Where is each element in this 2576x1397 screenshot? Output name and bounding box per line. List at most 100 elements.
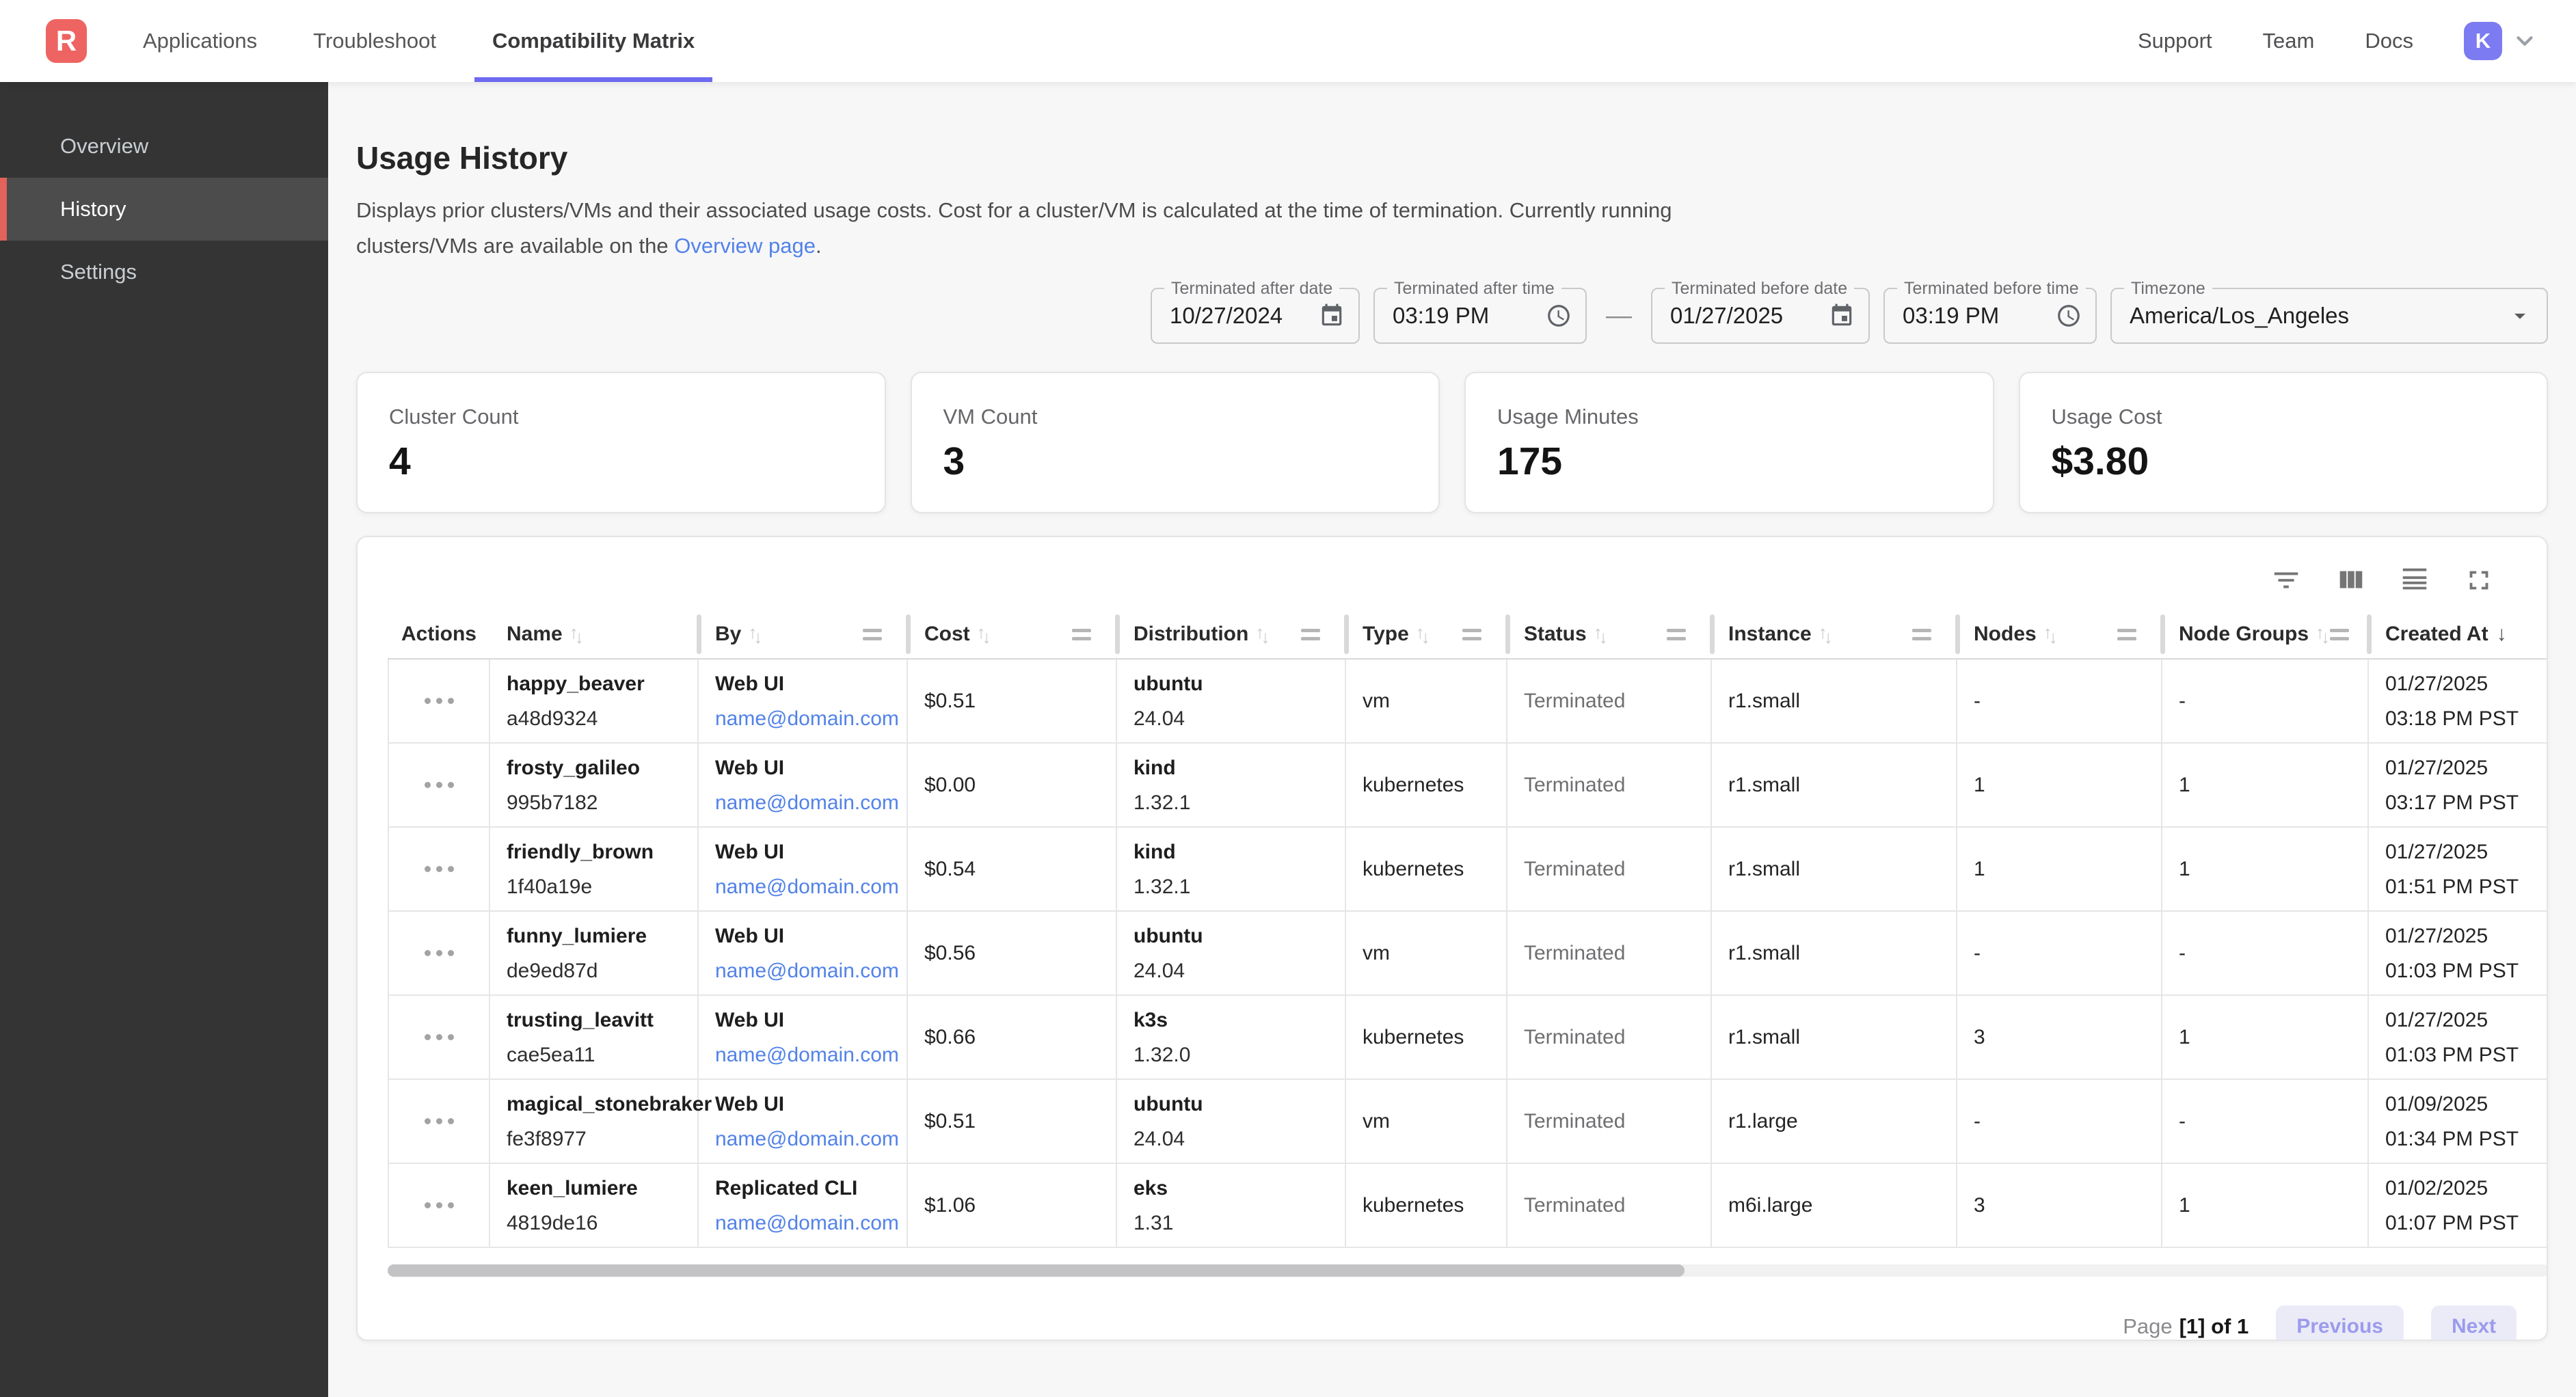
next-page-button[interactable]: Next: [2430, 1305, 2517, 1340]
nav-link-docs[interactable]: Docs: [2365, 29, 2413, 53]
column-separator[interactable]: [2367, 614, 2372, 654]
column-separator[interactable]: [697, 614, 701, 654]
column-separator[interactable]: [906, 614, 911, 654]
column-header-name[interactable]: Name ↑ ↓: [490, 610, 701, 658]
row-node-groups: -: [2179, 1110, 2186, 1132]
column-separator[interactable]: [1505, 614, 1510, 654]
column-separator[interactable]: [1344, 614, 1349, 654]
row-actions-button[interactable]: [415, 1111, 464, 1131]
row-actions-button[interactable]: [415, 691, 464, 711]
column-header-distribution[interactable]: Distribution ↑ ↓: [1117, 610, 1349, 658]
sidebar-item-history[interactable]: History: [0, 178, 328, 241]
cell-actions: [388, 996, 490, 1079]
user-email-link[interactable]: name@domain.com: [715, 959, 899, 982]
column-header-cost[interactable]: Cost ↑ ↓: [908, 610, 1120, 658]
user-email-link[interactable]: name@domain.com: [715, 1043, 899, 1066]
timezone-field[interactable]: Timezone America/Los_Angeles: [2110, 278, 2548, 344]
column-separator[interactable]: [2160, 614, 2165, 654]
scrollbar-thumb[interactable]: [388, 1264, 1685, 1277]
row-distribution: k3s: [1133, 1008, 1168, 1031]
column-menu-icon[interactable]: [2330, 628, 2359, 640]
column-header-type[interactable]: Type ↑ ↓: [1346, 610, 1510, 658]
cell-status: Terminated: [1507, 828, 1712, 910]
dropdown-arrow-icon[interactable]: [2507, 303, 2533, 329]
table-filter-button[interactable]: [2270, 565, 2302, 596]
column-menu-icon[interactable]: [2117, 628, 2146, 640]
user-email-link[interactable]: name@domain.com: [715, 1211, 899, 1234]
table-header-row: Actions Name ↑ ↓ By ↑ ↓ Cost ↑ ↓ Distribution ↑ ↓ Typ…: [388, 610, 2547, 660]
cell-type: vm: [1346, 660, 1507, 742]
nav-link-team[interactable]: Team: [2262, 29, 2315, 53]
column-header-nodes[interactable]: Nodes ↑ ↓: [1957, 610, 2165, 658]
replicated-logo[interactable]: R: [46, 19, 87, 63]
cell-node-groups: 1: [2162, 996, 2369, 1079]
row-actions-button[interactable]: [415, 1027, 464, 1047]
calendar-icon[interactable]: [1319, 303, 1345, 329]
column-header-node-groups[interactable]: Node Groups ↑ ↓: [2162, 610, 2372, 658]
stat-card-usage-minutes: Usage Minutes 175: [1464, 372, 1994, 513]
user-avatar[interactable]: K: [2464, 22, 2502, 60]
tab-applications[interactable]: Applications: [143, 0, 257, 82]
row-distribution-version: 1.32.1: [1133, 875, 1191, 898]
row-created-time: 01:03 PM PST: [2385, 1043, 2519, 1066]
column-menu-icon[interactable]: [863, 628, 891, 640]
clock-icon[interactable]: [1546, 303, 1572, 329]
row-type: kubernetes: [1363, 1026, 1464, 1048]
user-email-link[interactable]: name@domain.com: [715, 707, 899, 730]
column-menu-icon[interactable]: [1072, 628, 1101, 640]
row-created-date: 01/02/2025: [2385, 1176, 2488, 1199]
clock-icon[interactable]: [2056, 303, 2082, 329]
row-distribution-version: 24.04: [1133, 959, 1185, 982]
chevron-down-icon[interactable]: [2512, 28, 2538, 54]
terminated-before-date-field[interactable]: Terminated before date 01/27/2025: [1651, 278, 1870, 344]
sort-icon: ↑ ↓: [569, 621, 584, 647]
cell-type: kubernetes: [1346, 744, 1507, 826]
row-actions-button[interactable]: [415, 943, 464, 963]
user-email-link[interactable]: name@domain.com: [715, 791, 899, 814]
column-header-status[interactable]: Status ↑ ↓: [1507, 610, 1715, 658]
nav-link-support[interactable]: Support: [2137, 29, 2212, 53]
terminated-after-date-field[interactable]: Terminated after date 10/27/2024: [1151, 278, 1360, 344]
overview-page-link[interactable]: Overview page: [674, 234, 816, 258]
row-id: 1f40a19e: [507, 875, 593, 898]
cell-node-groups: 1: [2162, 828, 2369, 910]
row-actions-button[interactable]: [415, 775, 464, 795]
row-actions-button[interactable]: [415, 1195, 464, 1215]
user-email-link[interactable]: name@domain.com: [715, 1127, 899, 1150]
column-header-instance[interactable]: Instance ↑ ↓: [1712, 610, 1960, 658]
terminated-after-time-field[interactable]: Terminated after time 03:19 PM: [1373, 278, 1587, 344]
cell-nodes: 3: [1957, 996, 2162, 1079]
row-status: Terminated: [1524, 1026, 1626, 1048]
user-email-link[interactable]: name@domain.com: [715, 875, 899, 898]
row-created-date: 01/09/2025: [2385, 1092, 2488, 1115]
sidebar-item-overview[interactable]: Overview: [0, 115, 328, 178]
row-created-date: 01/27/2025: [2385, 756, 2488, 779]
row-cost: $1.06: [924, 1194, 976, 1217]
tab-troubleshoot[interactable]: Troubleshoot: [313, 0, 436, 82]
column-menu-icon[interactable]: [1462, 628, 1491, 640]
tab-compatibility-matrix[interactable]: Compatibility Matrix: [474, 0, 713, 82]
column-separator[interactable]: [1955, 614, 1960, 654]
terminated-before-time-field[interactable]: Terminated before time 03:19 PM: [1883, 278, 2097, 344]
column-header-created-at[interactable]: Created At ↓: [2369, 610, 2547, 658]
terminated-after-time-label: Terminated after time: [1387, 278, 1561, 299]
row-actions-button[interactable]: [415, 859, 464, 879]
horizontal-scrollbar[interactable]: [388, 1264, 2547, 1277]
previous-page-button[interactable]: Previous: [2276, 1305, 2404, 1340]
row-created-date: 01/27/2025: [2385, 840, 2488, 863]
column-separator[interactable]: [1115, 614, 1120, 654]
column-menu-icon[interactable]: [1912, 628, 1941, 640]
table-density-button[interactable]: [2399, 565, 2430, 596]
sidebar-item-settings[interactable]: Settings: [0, 241, 328, 303]
page-description: Displays prior clusters/VMs and their as…: [356, 193, 2548, 264]
table-fullscreen-button[interactable]: [2463, 565, 2495, 596]
column-menu-icon[interactable]: [1667, 628, 1695, 640]
table-columns-button[interactable]: [2335, 565, 2366, 596]
calendar-icon[interactable]: [1829, 303, 1855, 329]
cell-name: trusting_leavitt cae5ea11: [490, 996, 699, 1079]
column-header-by[interactable]: By ↑ ↓: [699, 610, 911, 658]
cell-by: Web UI name@domain.com: [699, 996, 908, 1079]
column-menu-icon[interactable]: [1301, 628, 1330, 640]
column-separator[interactable]: [1710, 614, 1715, 654]
